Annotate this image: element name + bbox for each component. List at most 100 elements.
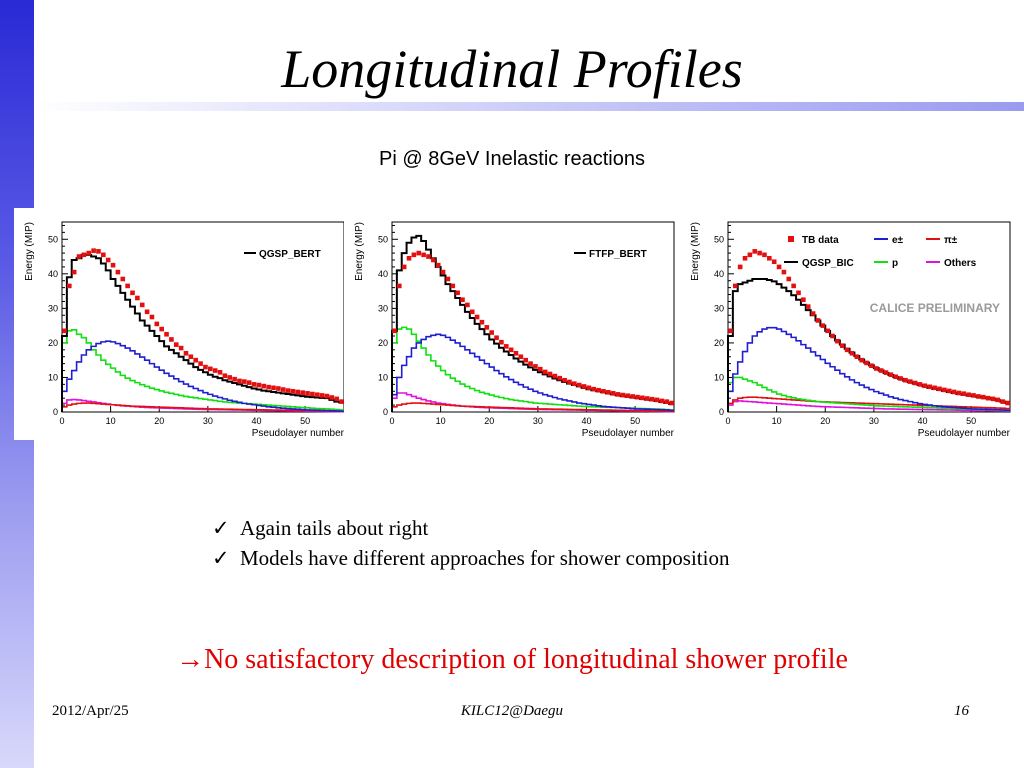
data-point	[912, 380, 918, 386]
data-point	[110, 262, 116, 268]
data-point	[508, 347, 514, 353]
arrow-icon: →	[176, 644, 205, 675]
data-point	[276, 386, 281, 391]
x-tick-label: 10	[106, 416, 116, 426]
data-point	[606, 390, 611, 395]
data-point	[401, 264, 407, 270]
data-point	[66, 283, 72, 289]
data-point	[854, 354, 860, 360]
data-point	[937, 386, 942, 392]
data-point	[392, 328, 397, 334]
data-point	[903, 377, 908, 383]
data-point	[976, 394, 981, 399]
data-point	[625, 393, 631, 399]
data-point	[445, 276, 451, 282]
data-point	[290, 388, 296, 394]
data-point	[757, 250, 762, 256]
y-tick-label: 10	[714, 372, 724, 382]
data-point	[242, 379, 247, 384]
others-series-line	[727, 400, 1010, 412]
data-point	[232, 376, 237, 382]
data-point	[995, 397, 1001, 403]
footer-page-number: 16	[954, 703, 969, 719]
data-point	[835, 338, 840, 344]
p-series-line	[61, 328, 344, 412]
bullet-text: Again tails about right	[240, 516, 429, 540]
data-point	[830, 333, 835, 339]
e-series-line	[391, 333, 674, 412]
legend-marker	[788, 236, 794, 242]
x-tick-label: 40	[251, 416, 261, 426]
data-point	[513, 350, 519, 356]
data-point	[781, 269, 787, 275]
data-point	[985, 395, 991, 401]
data-point	[805, 304, 811, 309]
data-point	[742, 255, 748, 261]
data-point	[334, 396, 340, 402]
data-point	[96, 249, 101, 254]
data-point	[246, 380, 252, 385]
data-point	[586, 385, 592, 391]
data-point	[154, 321, 160, 327]
data-point	[888, 372, 894, 377]
data-point	[878, 368, 884, 373]
legend-label: p	[892, 258, 898, 269]
y-tick-label: 30	[714, 303, 724, 313]
y-tick-label: 10	[378, 372, 388, 382]
data-point	[329, 395, 335, 400]
data-point	[217, 369, 223, 375]
x-tick-label: 40	[917, 416, 927, 426]
y-tick-label: 30	[378, 303, 388, 313]
e-series-line	[727, 326, 1010, 412]
data-point	[820, 323, 826, 328]
y-tick-label: 0	[383, 407, 388, 417]
data-point	[314, 392, 320, 398]
x-tick-label: 30	[203, 416, 213, 426]
data-point	[644, 396, 650, 401]
data-point	[310, 391, 315, 397]
data-point	[222, 373, 228, 379]
data-point	[305, 391, 310, 396]
data-point	[62, 328, 67, 334]
data-point	[474, 314, 480, 320]
y-tick-label: 0	[719, 407, 724, 417]
data-point	[547, 371, 553, 377]
data-point	[125, 283, 130, 289]
legend-label: QGSP_BERT	[259, 249, 321, 260]
data-point	[917, 382, 923, 387]
data-point	[411, 252, 417, 258]
data-point	[849, 350, 855, 356]
data-point	[324, 393, 330, 399]
data-point	[71, 269, 77, 275]
data-point	[528, 361, 533, 366]
data-point	[450, 283, 456, 289]
y-axis-label: Energy (MIP)	[354, 222, 365, 281]
data-point	[635, 394, 640, 400]
data-point	[942, 387, 947, 393]
x-axis-label: Pseudolayer number	[918, 428, 1011, 439]
x-tick-label: 20	[484, 416, 494, 426]
x-tick-label: 0	[725, 416, 730, 426]
y-tick-label: 50	[714, 234, 724, 244]
x-tick-label: 0	[389, 416, 394, 426]
slide-subtitle: Pi @ 8GeV Inelastic reactions	[379, 148, 645, 170]
data-point	[489, 330, 494, 335]
data-point	[601, 388, 606, 394]
x-tick-label: 50	[300, 416, 310, 426]
data-point	[815, 318, 821, 323]
data-point	[980, 394, 986, 400]
legend-label: π±	[944, 235, 958, 246]
data-point	[801, 297, 806, 303]
data-point	[426, 254, 431, 259]
data-point	[261, 383, 267, 389]
slide-title: Longitudinal Profiles	[281, 39, 743, 99]
data-point	[898, 376, 903, 381]
data-point	[144, 309, 150, 315]
data-point	[615, 392, 621, 397]
data-point	[956, 390, 962, 396]
data-point	[791, 283, 796, 289]
data-point	[431, 257, 436, 263]
legend-label: e±	[892, 235, 904, 246]
data-point	[251, 382, 257, 387]
data-point	[640, 395, 645, 401]
